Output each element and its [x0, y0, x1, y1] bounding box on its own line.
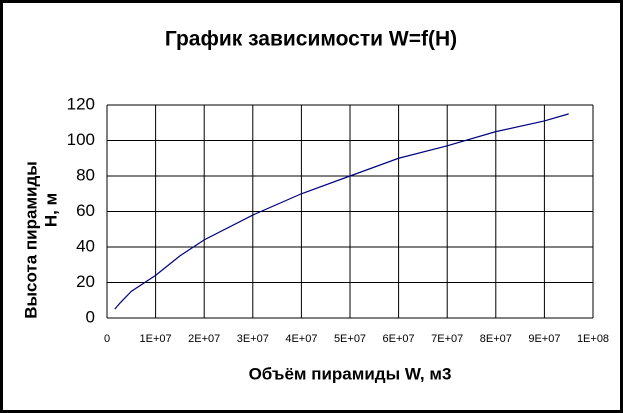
- y-tick-label: 0: [86, 307, 95, 326]
- x-tick-label: 2E+07: [188, 333, 220, 345]
- line-series: [114, 113, 569, 310]
- y-axis-label: Высота пирамиды: [21, 161, 40, 319]
- y-tick-label: 20: [76, 272, 95, 291]
- x-tick-label: 1E+08: [577, 333, 609, 345]
- y-tick-label: 60: [76, 201, 95, 220]
- x-tick-label: 4E+07: [285, 333, 317, 345]
- chart-title: График зависимости W=f(H): [165, 28, 457, 51]
- x-axis-label: Объём пирамиды W, м3: [249, 364, 452, 383]
- y-tick-label: 80: [76, 165, 95, 184]
- y-axis-label: Н, м: [41, 193, 60, 227]
- x-tick-label: 5E+07: [334, 333, 366, 345]
- y-tick-label: 40: [76, 236, 95, 255]
- x-tick-label: 1E+07: [140, 333, 172, 345]
- x-tick-label: 7E+07: [431, 333, 463, 345]
- x-tick-label: 6E+07: [383, 333, 415, 345]
- x-tick-label: 8E+07: [480, 333, 512, 345]
- x-tick-label: 9E+07: [528, 333, 560, 345]
- y-tick-label: 100: [67, 130, 95, 149]
- y-tick-label: 120: [67, 94, 95, 113]
- x-tick-label: 0: [104, 333, 110, 345]
- x-tick-label: 3E+07: [237, 333, 269, 345]
